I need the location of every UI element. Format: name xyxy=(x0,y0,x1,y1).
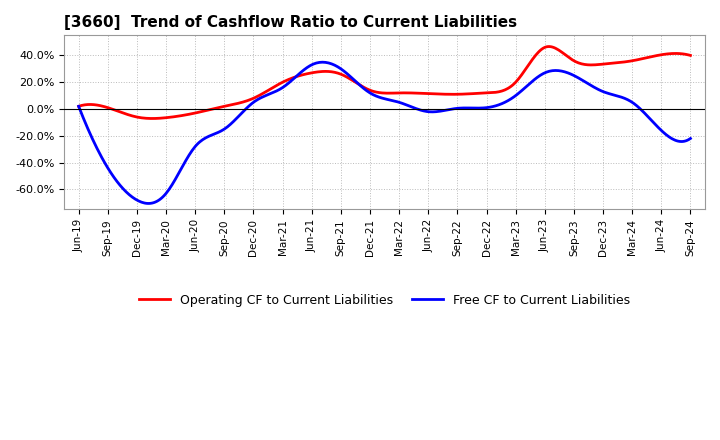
Free CF to Current Liabilities xyxy=(150,200,158,205)
Operating CF to Current Liabilities xyxy=(148,116,156,121)
Operating CF to Current Liabilities xyxy=(518,72,526,77)
Operating CF to Current Liabilities xyxy=(461,92,469,97)
Free CF to Current Liabilities xyxy=(462,105,471,110)
Operating CF to Current Liabilities xyxy=(318,69,327,74)
Free CF to Current Liabilities xyxy=(522,84,531,89)
Line: Operating CF to Current Liabilities: Operating CF to Current Liabilities xyxy=(78,47,690,118)
Free CF to Current Liabilities xyxy=(686,136,695,141)
Free CF to Current Liabilities xyxy=(145,201,153,206)
Operating CF to Current Liabilities xyxy=(521,68,529,73)
Operating CF to Current Liabilities xyxy=(275,81,284,86)
Legend: Operating CF to Current Liabilities, Free CF to Current Liabilities: Operating CF to Current Liabilities, Fre… xyxy=(134,289,635,312)
Operating CF to Current Liabilities xyxy=(545,44,554,49)
Operating CF to Current Liabilities xyxy=(686,53,695,58)
Free CF to Current Liabilities xyxy=(74,104,83,109)
Free CF to Current Liabilities xyxy=(275,87,284,92)
Free CF to Current Liabilities xyxy=(318,59,327,65)
Operating CF to Current Liabilities xyxy=(150,116,158,121)
Free CF to Current Liabilities xyxy=(519,87,528,92)
Free CF to Current Liabilities xyxy=(320,59,328,65)
Text: [3660]  Trend of Cashflow Ratio to Current Liabilities: [3660] Trend of Cashflow Ratio to Curren… xyxy=(64,15,517,30)
Line: Free CF to Current Liabilities: Free CF to Current Liabilities xyxy=(78,62,690,203)
Operating CF to Current Liabilities xyxy=(74,104,83,109)
